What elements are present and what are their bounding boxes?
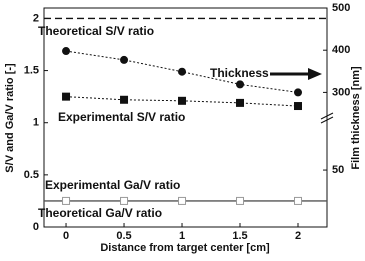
x-tick-label: 1.5 [232, 230, 247, 242]
y2-tick-label: 400 [332, 44, 350, 56]
thickness-arrow [270, 68, 322, 80]
point [120, 55, 129, 64]
axis-break [320, 112, 334, 124]
reference-label: Theoretical Ga/V ratio [38, 206, 162, 220]
point [178, 196, 187, 205]
y-tick-label: 1 [33, 117, 39, 129]
point [236, 196, 245, 205]
point [62, 92, 71, 101]
series-label: Experimental Ga/V ratio [45, 178, 180, 192]
y-tick-label: 0.5 [24, 169, 39, 181]
point [294, 88, 303, 97]
point [178, 96, 187, 105]
point [62, 196, 71, 205]
reference-label: Theoretical S/V ratio [38, 24, 154, 38]
y-axis-label: S/V and Ga/V ratio [-] [4, 63, 16, 173]
y-tick-label: 0 [33, 221, 39, 233]
plot-frame [43, 7, 328, 228]
point [178, 67, 187, 76]
series-label: Experimental S/V ratio [58, 110, 185, 124]
y-tick-label: 1.5 [24, 64, 39, 76]
point [236, 98, 245, 107]
x-tick-label: 2 [295, 230, 301, 242]
y2-tick-label: 300 [332, 86, 350, 98]
x-tick-label: 0.5 [116, 230, 131, 242]
y2-tick-label: 500 [332, 2, 350, 14]
point [294, 196, 303, 205]
series-label: Thickness [210, 66, 269, 80]
y-tick-label: 2 [33, 12, 39, 24]
point [294, 102, 303, 111]
point [236, 80, 245, 89]
point [120, 196, 129, 205]
x-tick-label: 1 [179, 230, 185, 242]
y2-axis-label: Film thickness [nm] [350, 66, 362, 170]
point [62, 47, 71, 56]
y2-tick-label: 50 [332, 164, 344, 176]
point [120, 95, 129, 104]
x-tick-label: 0 [63, 230, 69, 242]
x-axis-label: Distance from target center [cm] [100, 242, 270, 254]
